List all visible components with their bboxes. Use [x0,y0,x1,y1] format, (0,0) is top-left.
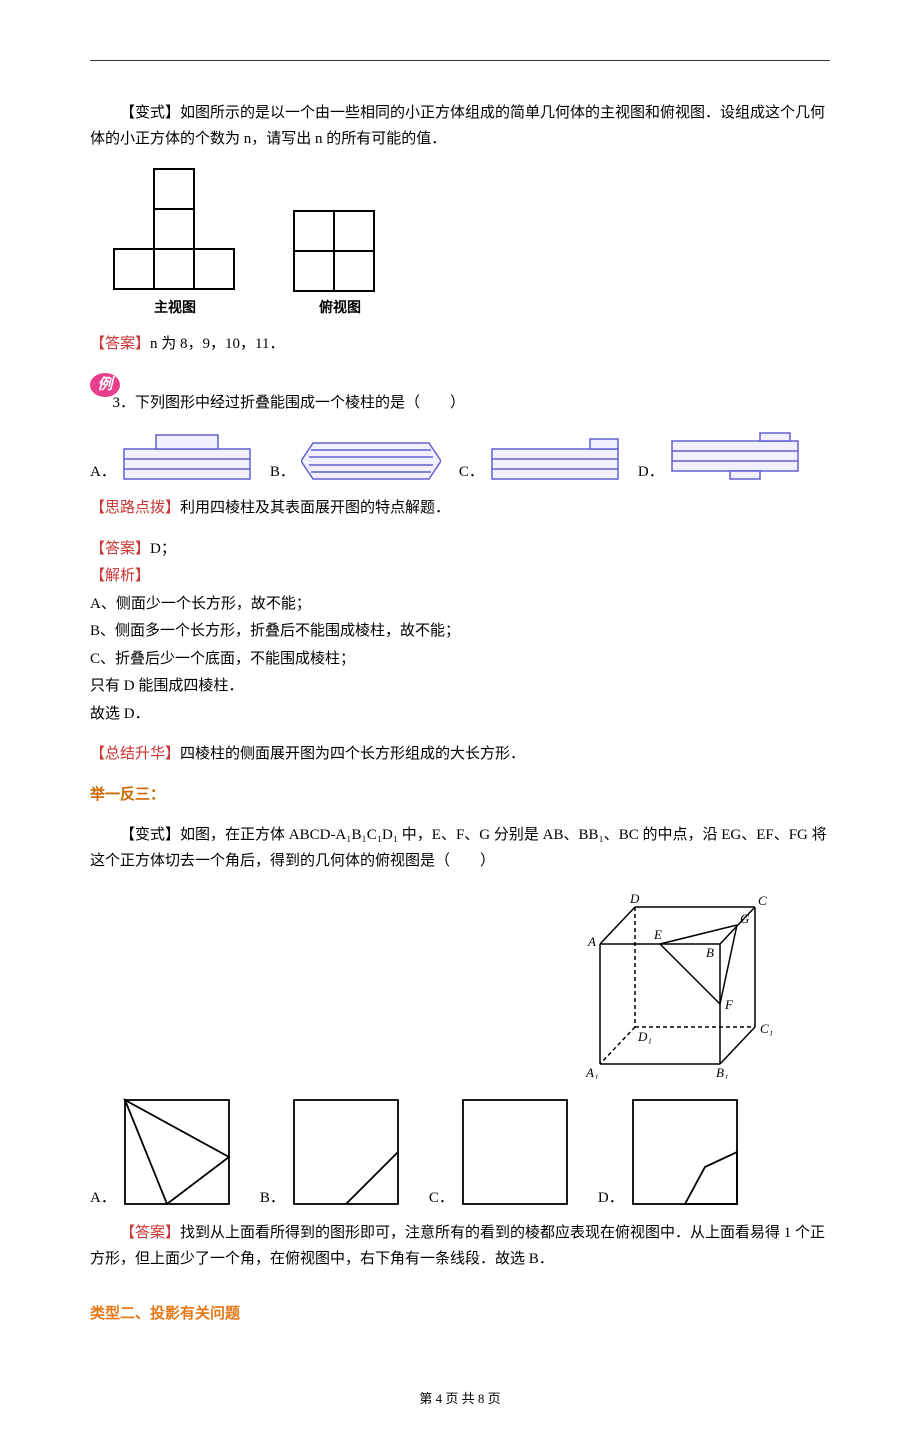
v2-opt-b: B． [260,1097,401,1207]
opt-a: A． [90,433,252,481]
opt-d-svg [670,431,800,481]
lbl-A: A [587,934,596,949]
lbl-G: G [740,911,750,926]
variant2-text: 如图，在正方体 ABCD-A₁B₁C₁D₁ 中，E、F、G 分别是 AB、BB₁… [90,827,827,869]
expl-line-1: B、侧面多一个长方形，折叠后不能围成棱柱，故不能； [90,619,830,645]
lbl-A1: A₁ [585,1065,598,1079]
example3-text: 下列图形中经过折叠能围成一个棱柱的是（ ） [135,395,465,411]
lbl-E: E [653,927,662,942]
example3-summary-text: 四棱柱的侧面展开图为四个长方形组成的大长方形． [180,746,525,762]
lbl-B1: B₁ [716,1065,728,1079]
example3-hint-text: 利用四棱柱及其表面展开图的特点解题． [180,500,450,516]
expl-line-4: 故选 D． [90,702,830,728]
opt-d-label: D． [638,460,664,481]
page-footer: 第 4 页 共 8 页 [90,1388,830,1407]
cube-figure: D C A E G B D₁ F C₁ A₁ B₁ [90,889,790,1079]
example3-summary-label: 【总结升华】 [90,746,180,762]
example3-summary: 【总结升华】四棱柱的侧面展开图为四个长方形组成的大长方形． [90,742,830,768]
opt-d: D． [638,431,800,481]
variant2-options: A． B． C． [90,1097,830,1207]
variant1-text: 如图所示的是以一个由一些相同的小正方体组成的简单几何体的主视图和俯视图．设组成这… [90,105,825,147]
example3-hint-label: 【思路点拨】 [90,500,180,516]
example3-stem: 3．下列图形中经过折叠能围成一个棱柱的是（ ） [90,391,830,417]
lbl-F: F [724,997,734,1012]
lbl-D1: D₁ [637,1029,652,1044]
opt-b-label: B． [270,460,295,481]
cube-svg: D C A E G B D₁ F C₁ A₁ B₁ [580,889,790,1079]
top-view-svg [290,207,390,297]
v2-opt-a-label: A． [90,1186,116,1207]
example3-ans: 【答案】D； [90,537,830,563]
juyi-heading: 举一反三： [90,783,830,809]
lbl-D: D [629,891,640,906]
v2-opt-b-label: B． [260,1186,285,1207]
example3-ans-text: D； [150,541,176,557]
front-view-svg [110,167,240,297]
variant1-views: 主视图 俯视图 [110,167,830,317]
variant1-answer-label: 【答案】 [90,336,150,352]
opt-c-label: C． [459,460,484,481]
opt-c: C． [459,437,620,481]
opt-b-svg [301,441,441,481]
lbl-C: C [758,893,767,908]
top-view-caption: 俯视图 [319,297,361,317]
expl-line-3: 只有 D 能围成四棱柱． [90,674,830,700]
v2-opt-d-label: D． [598,1186,624,1207]
v2-opt-c-svg [460,1097,570,1207]
example3-hint: 【思路点拨】利用四棱柱及其表面展开图的特点解题． [90,496,830,522]
lbl-C1: C₁ [760,1021,773,1036]
example3-number: 3． [113,395,136,411]
variant2-label: 【变式】 [120,827,180,843]
opt-a-svg [122,433,252,481]
v2-opt-c-label: C． [429,1186,454,1207]
v2-opt-d-svg [630,1097,740,1207]
v2-opt-b-svg [291,1097,401,1207]
variant1-answer-text: n 为 8，9，10，11． [150,336,284,352]
variant1-label: 【变式】 [120,105,180,121]
example3-ans-label: 【答案】 [90,541,150,557]
v2-opt-a: A． [90,1097,232,1207]
example3-options: A． B． [90,431,830,481]
expl-line-0: A、侧面少一个长方形，故不能； [90,592,830,618]
variant2-stem: 【变式】如图，在正方体 ABCD-A₁B₁C₁D₁ 中，E、F、G 分别是 AB… [90,823,830,874]
variant1-answer: 【答案】n 为 8，9，10，11． [90,332,830,358]
page-rule [90,60,830,61]
lbl-B: B [706,945,714,960]
v2-opt-c: C． [429,1097,570,1207]
front-view-block: 主视图 [110,167,240,317]
v2-opt-d: D． [598,1097,740,1207]
example3-expl-label: 【解析】 [90,564,830,590]
variant2-answer-text: 找到从上面看所得到的图形即可，注意所有的看到的棱都应表现在俯视图中．从上面看易得… [90,1225,825,1267]
juyi-text: 举一反三： [90,787,165,803]
opt-c-svg [490,437,620,481]
opt-a-label: A． [90,460,116,481]
variant2-answer: 【答案】找到从上面看所得到的图形即可，注意所有的看到的棱都应表现在俯视图中．从上… [90,1221,830,1272]
opt-b: B． [270,441,441,481]
expl-line-2: C、折叠后少一个底面，不能围成棱柱； [90,647,830,673]
front-view-caption: 主视图 [154,297,196,317]
type2-heading: 类型二、投影有关问题 [90,1302,830,1328]
variant1-stem: 【变式】如图所示的是以一个由一些相同的小正方体组成的简单几何体的主视图和俯视图．… [90,101,830,152]
top-view-block: 俯视图 [290,207,390,317]
variant2-answer-label: 【答案】 [120,1225,180,1241]
v2-opt-a-svg [122,1097,232,1207]
